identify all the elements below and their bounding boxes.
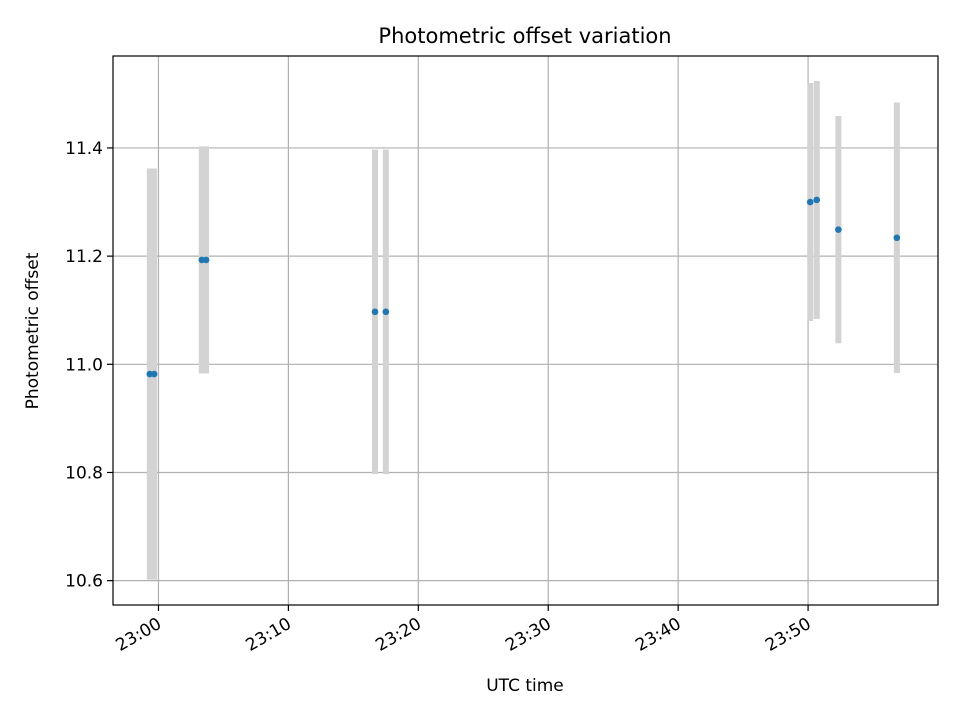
y-axis-label: Photometric offset [23, 252, 43, 409]
data-point [813, 196, 821, 204]
y-tick-label: 10.8 [65, 463, 103, 483]
data-point [893, 234, 901, 242]
data-points [146, 196, 901, 378]
data-point [806, 198, 814, 206]
data-point [835, 226, 842, 233]
plot-frame [112, 55, 939, 606]
y-tick-label: 11.4 [65, 139, 103, 159]
data-point [382, 308, 390, 316]
data-point [150, 370, 158, 378]
y-axis: 10.6 10.8 11.0 11.2 11.4 [65, 139, 113, 592]
y-tick-label: 10.6 [65, 572, 103, 592]
y-tick-label: 11.0 [65, 355, 103, 375]
data-point [371, 308, 379, 316]
chart-title: Photometric offset variation [378, 24, 671, 48]
grid [113, 56, 938, 605]
data-point [202, 256, 210, 264]
x-axis-label: UTC time [486, 676, 564, 696]
y-tick-label: 11.2 [65, 247, 103, 267]
